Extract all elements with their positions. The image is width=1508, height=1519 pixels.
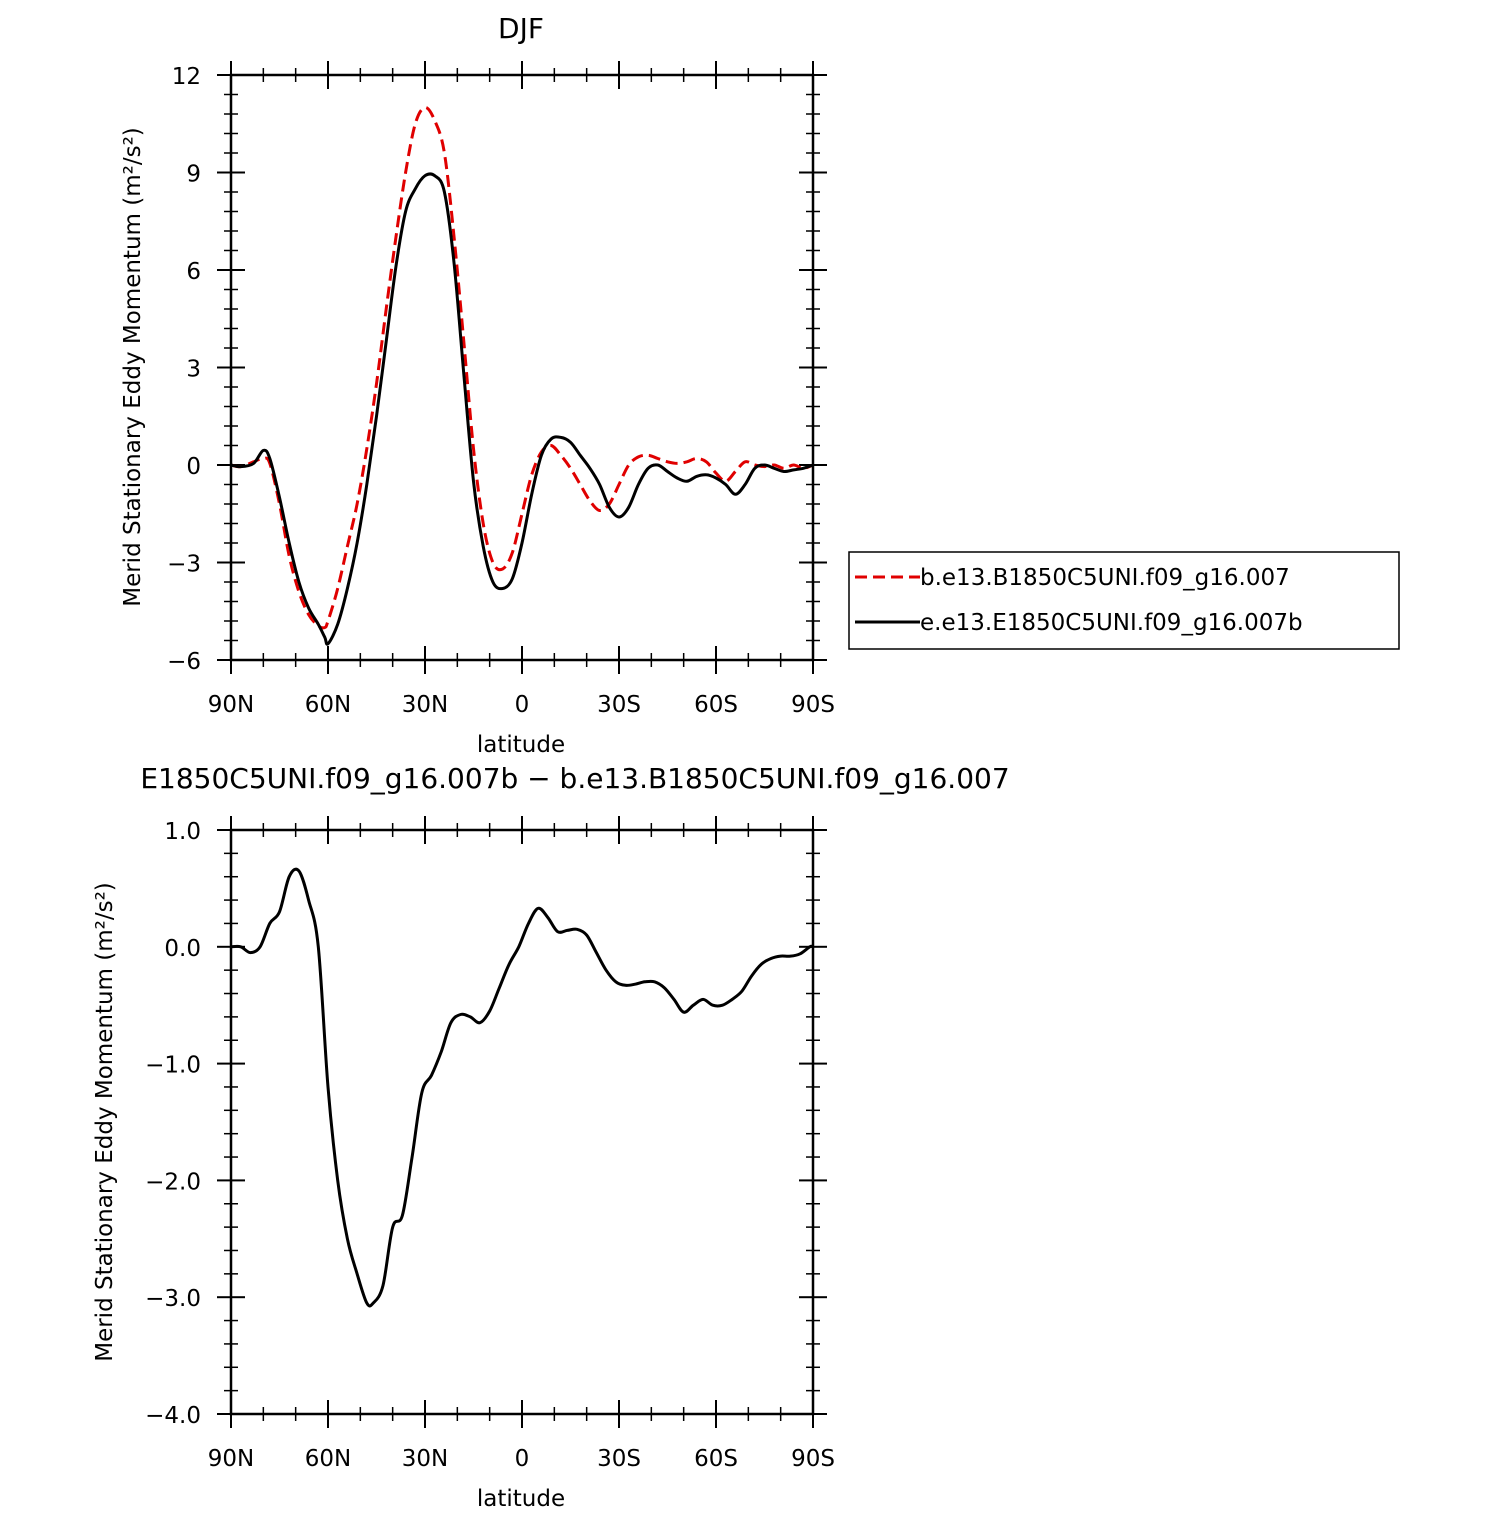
bottom-x-tick-label: 90S xyxy=(791,1446,835,1472)
bottom-y-tick-label: 0.0 xyxy=(164,936,201,962)
top-plot-frame xyxy=(229,73,815,662)
top-y-tick-label: 3 xyxy=(186,357,201,383)
baseline-series-line xyxy=(230,106,814,630)
top-y-tick-label: −6 xyxy=(167,649,201,675)
legend-label-baseline: b.e13.B1850C5UNI.f09_g16.007 xyxy=(920,565,1290,591)
bottom-y-axis-label: Merid Stationary Eddy Momentum (m²/s²) xyxy=(92,882,118,1362)
top-y-tick-label: −3 xyxy=(167,552,201,578)
top-y-tick-label: 6 xyxy=(186,259,201,285)
bottom-y-tick-label: 1.0 xyxy=(164,819,201,845)
top-x-tick-label: 60N xyxy=(305,692,351,718)
top-y-tick-label: 0 xyxy=(186,454,201,480)
top-y-tick-label: 9 xyxy=(186,162,201,188)
top-chart-title: DJF xyxy=(498,12,544,45)
top-x-tick-label: 60S xyxy=(694,692,738,718)
bottom-x-axis-label: latitude xyxy=(477,1486,565,1512)
bottom-x-tick-label: 60N xyxy=(305,1446,351,1472)
top-y-tick-label: 12 xyxy=(172,64,201,90)
bottom-y-tick-label: −3.0 xyxy=(145,1286,201,1312)
bottom-plot-frame xyxy=(229,828,815,1416)
experiment-series-line xyxy=(230,172,814,646)
top-x-tick-label: 30N xyxy=(402,692,448,718)
bottom-x-tick-label: 0 xyxy=(515,1446,530,1472)
legend-box xyxy=(848,551,1400,650)
bottom-panel: E1850C5UNI.f09_g16.007b − b.e13.B1850C5U… xyxy=(92,762,1010,1512)
bottom-x-tick-label: 30S xyxy=(597,1446,641,1472)
bottom-y-tick-label: −1.0 xyxy=(145,1053,201,1079)
bottom-chart-title: E1850C5UNI.f09_g16.007b − b.e13.B1850C5U… xyxy=(140,762,1009,795)
bottom-x-tick-label: 30N xyxy=(402,1446,448,1472)
top-x-tick-label: 90S xyxy=(791,692,835,718)
legend-label-experiment: e.e13.E1850C5UNI.f09_g16.007b xyxy=(920,610,1303,636)
top-x-tick-label: 30S xyxy=(597,692,641,718)
bottom-y-tick-label: −4.0 xyxy=(145,1403,201,1429)
bottom-y-tick-label: −2.0 xyxy=(145,1169,201,1195)
difference-series-line xyxy=(230,867,814,1308)
legend: b.e13.B1850C5UNI.f09_g16.007 e.e13.E1850… xyxy=(848,551,1400,650)
bottom-x-tick-label: 90N xyxy=(208,1446,254,1472)
top-x-axis-label: latitude xyxy=(477,732,565,758)
top-y-axis-label: Merid Stationary Eddy Momentum (m²/s²) xyxy=(120,127,146,607)
top-panel: DJF 90N 60N 30N 0 30S 60S 90S −6 −3 0 3 6 9 12 latitu… xyxy=(120,12,1400,758)
top-x-tick-label: 0 xyxy=(515,692,530,718)
top-x-tick-label: 90N xyxy=(208,692,254,718)
bottom-x-tick-label: 60S xyxy=(694,1446,738,1472)
